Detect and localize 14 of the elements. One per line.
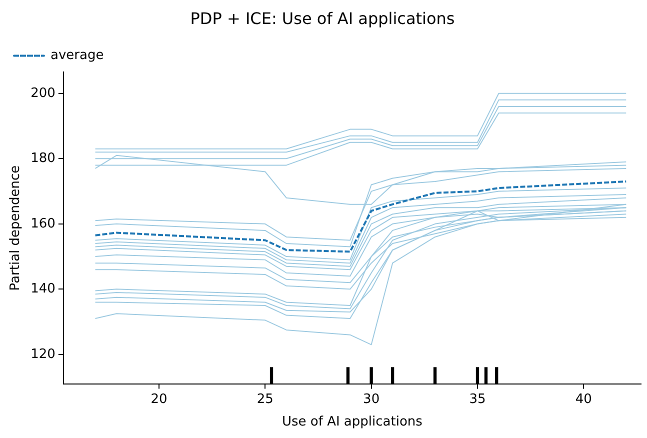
y-tick-label: 200	[30, 86, 56, 101]
y-tick-label: 120	[30, 346, 56, 362]
chart-title: PDP + ICE: Use of AI applications	[190, 8, 455, 28]
x-tick-label: 40	[575, 392, 592, 407]
y-axis-title: Partial dependence	[8, 165, 24, 291]
legend-label: average	[50, 48, 104, 64]
x-tick-label: 35	[469, 392, 486, 407]
x-tick-label: 20	[150, 392, 168, 407]
x-axis-title: Use of AI applications	[282, 414, 423, 430]
y-tick-label: 140	[30, 282, 56, 297]
y-tick-label: 180	[30, 151, 56, 166]
y-tick-label: 160	[30, 216, 56, 232]
x-tick-label: 25	[256, 392, 274, 407]
x-tick-label: 30	[363, 392, 380, 407]
